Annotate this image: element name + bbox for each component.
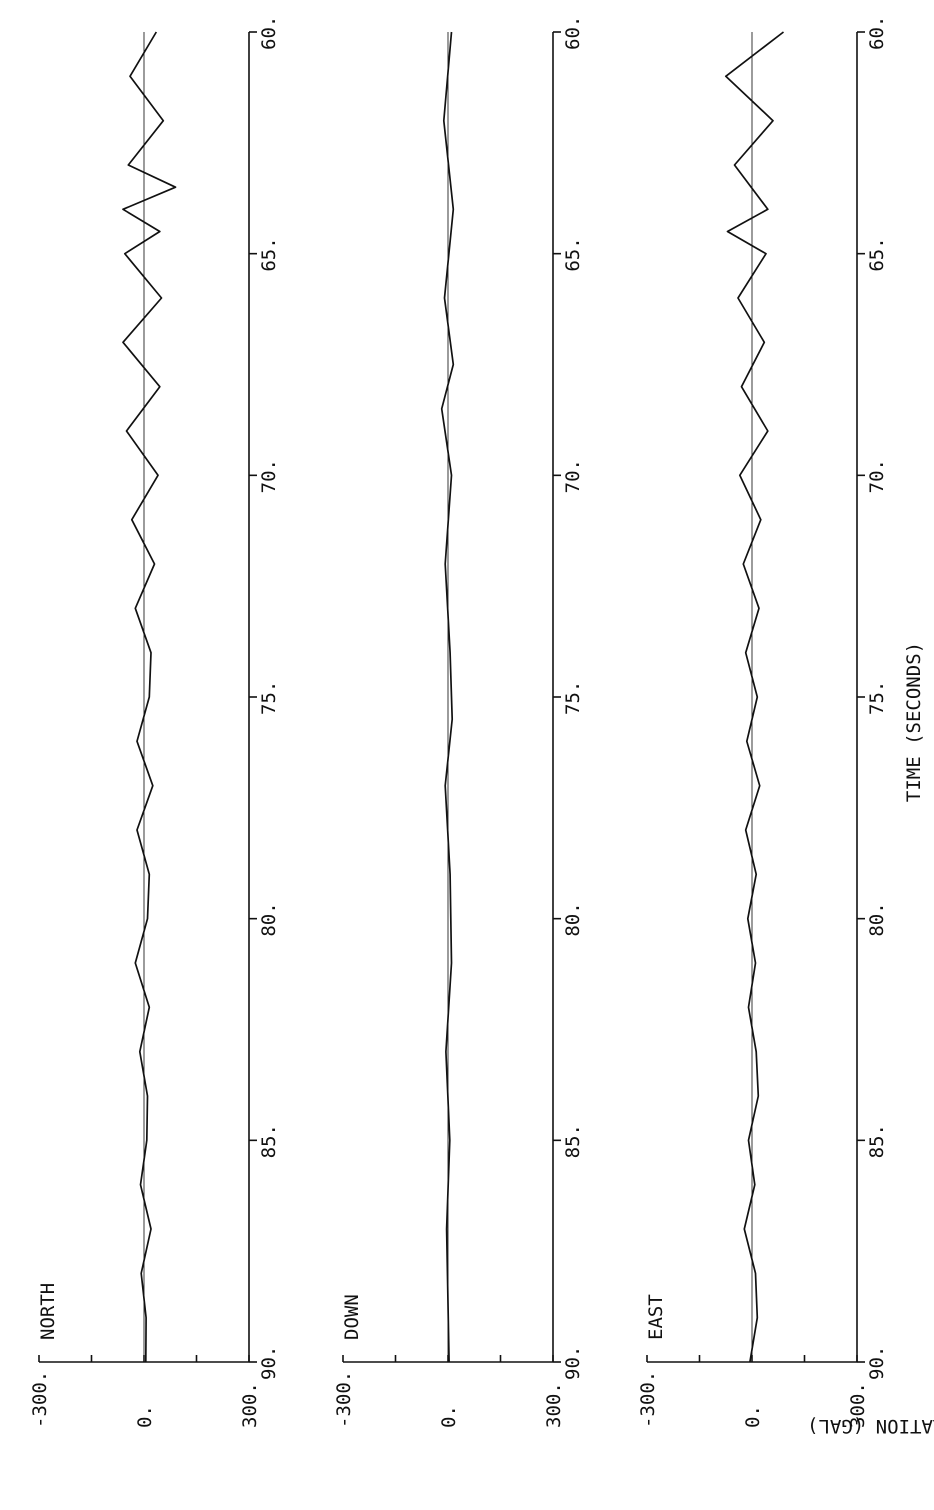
acceleration-tick-label: 300. <box>239 1382 261 1428</box>
time-tick-label: 90. <box>866 1346 888 1380</box>
panel-label: EAST <box>645 1294 667 1340</box>
time-tick-label: 70. <box>258 459 280 493</box>
time-tick-label: 85. <box>866 1124 888 1158</box>
time-tick-label: 90. <box>258 1346 280 1380</box>
time-tick-label: 70. <box>562 459 584 493</box>
acceleration-tick-label: 300. <box>847 1382 869 1428</box>
time-tick-label: 60. <box>562 16 584 50</box>
panel-east: 300. 0. -300. 60. 65. 70. 75. 80. 85. 90. EAST <box>637 16 888 1428</box>
time-tick-label: 80. <box>562 902 584 936</box>
acceleration-tick-label: -300. <box>333 1371 355 1428</box>
time-tick-label: 65. <box>258 237 280 271</box>
acceleration-trace <box>122 31 177 1363</box>
acceleration-tick-label: 0. <box>134 1405 156 1428</box>
time-tick-label: 80. <box>258 902 280 936</box>
x-axis-label: TIME (SECONDS) <box>903 642 925 802</box>
time-tick-label: 90. <box>562 1346 584 1380</box>
acceleration-trace <box>724 31 785 1363</box>
time-tick-label: 85. <box>258 1124 280 1158</box>
time-tick-label: 70. <box>866 459 888 493</box>
time-tick-label: 75. <box>562 681 584 715</box>
time-tick-label: 85. <box>562 1124 584 1158</box>
time-tick-label: 75. <box>258 681 280 715</box>
acceleration-tick-label: -300. <box>637 1371 659 1428</box>
acceleration-tick-label: -300. <box>29 1371 51 1428</box>
panel-down: 300. 0. -300. 60. 65. 70. 75. 80. 85. 90. DOWN <box>333 16 584 1428</box>
panel-north: 300. 0. -300. 60. 65. 70. 75. 80. 85. 90. NORTH <box>29 16 280 1428</box>
time-tick-label: 60. <box>866 16 888 50</box>
acceleration-tick-label: 0. <box>438 1405 460 1428</box>
y-axis-label: ACCELERATION (GAL) <box>807 1415 934 1437</box>
acceleration-trace <box>440 31 455 1363</box>
time-tick-label: 80. <box>866 902 888 936</box>
time-tick-label: 60. <box>258 16 280 50</box>
time-tick-label: 65. <box>866 237 888 271</box>
acceleration-tick-label: 0. <box>742 1405 764 1428</box>
acceleration-tick-label: 300. <box>543 1382 565 1428</box>
time-tick-label: 65. <box>562 237 584 271</box>
time-tick-label: 75. <box>866 681 888 715</box>
panel-label: NORTH <box>37 1283 59 1340</box>
panel-label: DOWN <box>341 1294 363 1340</box>
